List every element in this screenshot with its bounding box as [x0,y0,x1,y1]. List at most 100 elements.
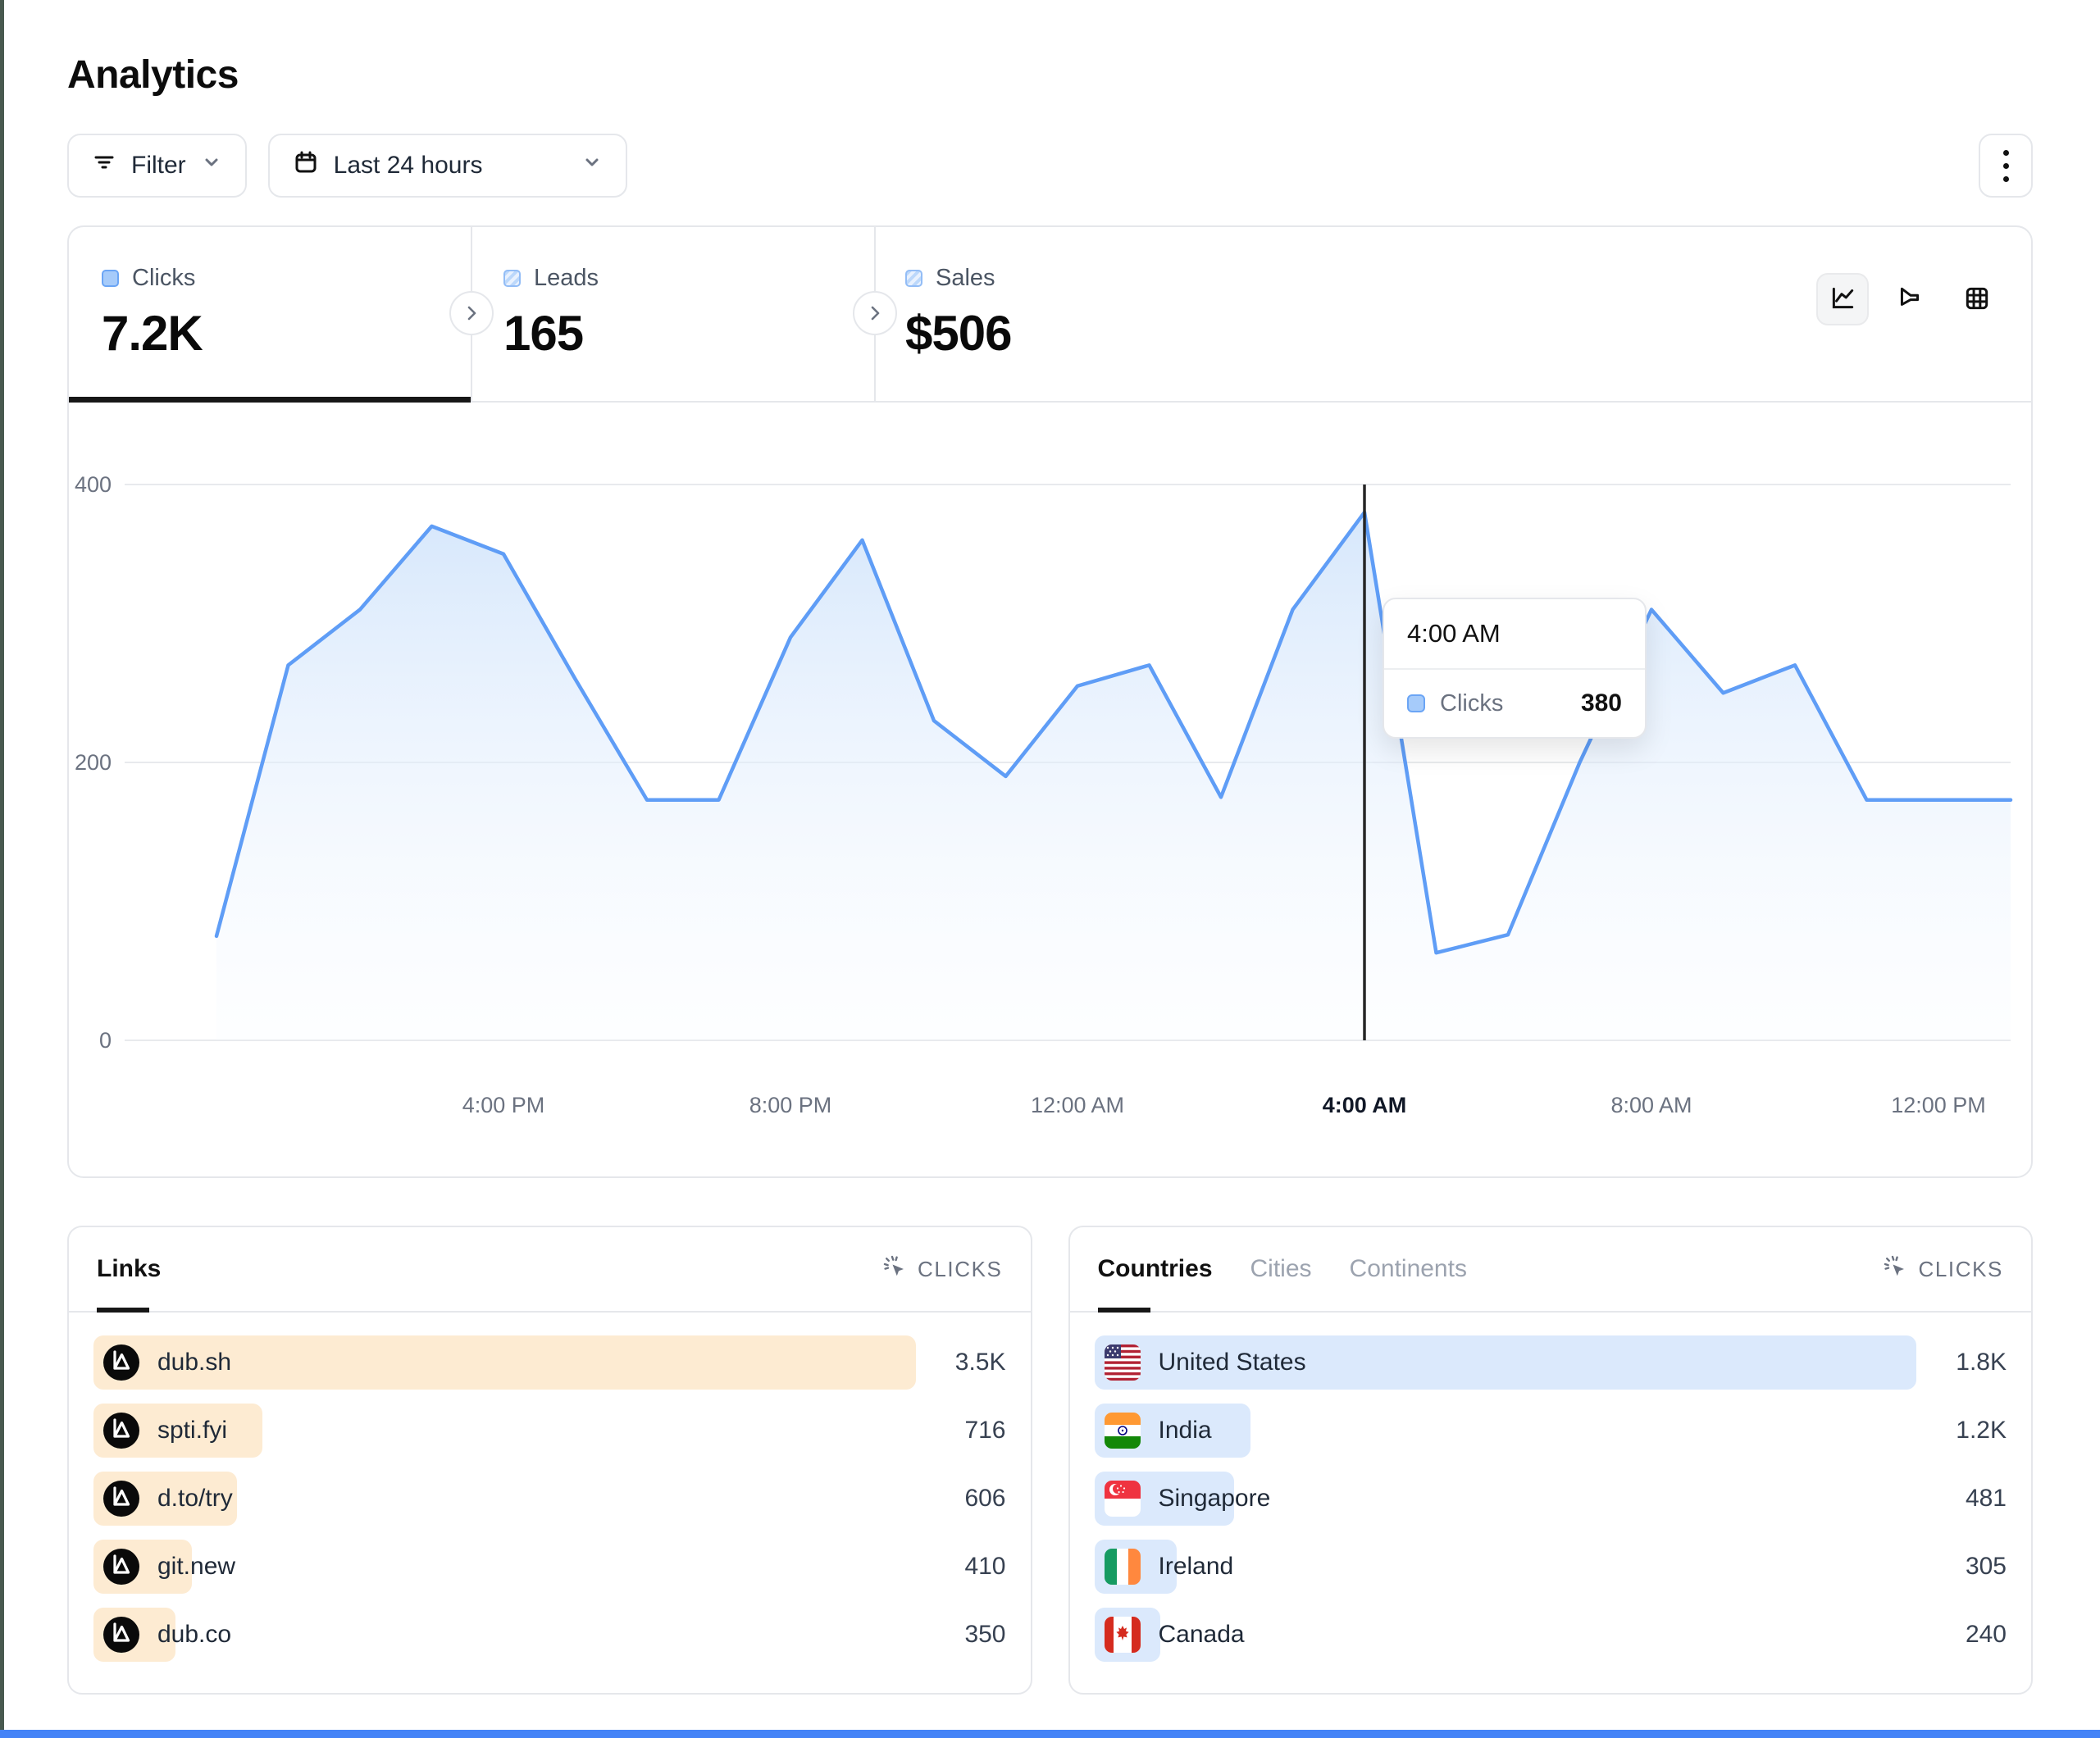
row-label: Singapore [1104,1472,1271,1526]
list-item[interactable]: dub.co 350 [93,1608,1006,1662]
leads-legend-swatch [503,270,521,287]
view-toggles [1816,273,2003,325]
row-label: Ireland [1104,1540,1234,1594]
clicks-chart[interactable]: 0 200 400 4:00 PM 8:00 PM 12:00 AM 4:00 AM 8:00… [69,403,2031,1176]
row-value: 606 [964,1485,1006,1512]
list-item[interactable]: dub.sh 3.5K [93,1335,1006,1390]
funnel-view-button[interactable] [1884,273,1936,325]
toolbar: Filter Last 24 hours [67,134,2033,198]
bar-track: dub.sh [93,1335,916,1390]
stat-label: Leads [534,265,599,291]
list-item[interactable]: git.new 410 [93,1540,1006,1594]
links-metric-selector[interactable]: CLICKS [881,1253,1003,1285]
date-range-button[interactable]: Last 24 hours [267,134,627,198]
stat-value: 7.2K [102,306,203,361]
cursor-click-icon [1882,1253,1908,1285]
row-label: dub.co [103,1608,231,1662]
y-tick-label: 400 [75,472,112,497]
chevron-down-icon [581,152,603,180]
row-label-text: d.to/try [157,1485,233,1512]
x-tick-label: 12:00 AM [1031,1093,1124,1117]
row-label-text: Singapore [1158,1485,1271,1512]
ie-flag-icon [1104,1549,1141,1585]
tab-leads[interactable]: Leads 165 [471,227,872,401]
list-item[interactable]: d.to/try 606 [93,1472,1006,1526]
page-left-accent [0,0,4,1738]
list-item[interactable]: Singapore 481 [1094,1472,2007,1526]
row-label-text: India [1158,1417,1212,1444]
row-value: 240 [1965,1621,2007,1648]
row-value: 481 [1965,1485,2007,1512]
countries-metric-selector[interactable]: CLICKS [1882,1253,2003,1285]
tab-cities[interactable]: Cities [1250,1227,1312,1311]
funnel-icon [1896,284,1924,315]
bar-track: dub.co [93,1608,916,1662]
bar-track: spti.fyi [93,1404,916,1458]
expand-leads-button[interactable] [449,291,494,335]
dub-logo-icon [103,1549,139,1585]
stat-label: Clicks [132,265,196,291]
row-label: dub.sh [103,1335,231,1390]
x-tick-label: 8:00 AM [1610,1093,1692,1117]
dub-logo-icon [103,1413,139,1449]
value-bar [1094,1335,1916,1390]
row-label: United States [1104,1335,1306,1390]
row-label: d.to/try [103,1472,233,1526]
ca-flag-icon [1104,1617,1141,1653]
list-item[interactable]: United States 1.8K [1094,1335,2007,1390]
tab-continents-label: Continents [1349,1255,1467,1282]
bar-track: United States [1094,1335,1916,1390]
tab-cities-label: Cities [1250,1255,1312,1282]
bar-track: Canada [1094,1608,1917,1662]
row-value: 3.5K [954,1349,1006,1376]
list-item[interactable]: Ireland 305 [1094,1540,2007,1594]
expand-sales-button[interactable] [853,291,897,335]
row-label-text: spti.fyi [157,1417,228,1444]
row-label-text: United States [1158,1349,1306,1376]
table-view-button[interactable] [1951,273,2003,325]
list-item[interactable]: Canada 240 [1094,1608,2007,1662]
row-label-text: dub.sh [157,1349,232,1376]
bar-track: Ireland [1094,1540,1917,1594]
bar-track: India [1094,1404,1917,1458]
sales-legend-swatch [905,270,922,287]
tab-countries[interactable]: Countries [1097,1227,1213,1313]
list-item[interactable]: India 1.2K [1094,1404,2007,1458]
more-options-button[interactable] [1979,134,2033,198]
tab-links-label: Links [97,1255,162,1282]
tab-sales[interactable]: Sales $506 [872,227,1274,401]
tab-clicks[interactable]: Clicks 7.2K [69,227,471,403]
bar-track: Singapore [1094,1472,1917,1526]
tab-links[interactable]: Links [97,1227,162,1313]
row-value: 350 [964,1621,1006,1648]
row-value: 305 [1965,1553,2007,1580]
tooltip-series-label: Clicks [1440,689,1504,717]
row-value: 1.2K [1956,1417,2007,1444]
line-chart-view-button[interactable] [1816,273,1869,325]
dub-logo-icon [103,1481,139,1517]
bar-track: d.to/try [93,1472,916,1526]
row-value: 716 [964,1417,1006,1444]
page-bottom-accent [0,1730,2100,1738]
dub-logo-icon [103,1344,139,1381]
row-label: git.new [103,1540,235,1594]
tab-continents[interactable]: Continents [1350,1227,1467,1311]
tooltip-series-swatch [1407,694,1425,712]
in-flag-icon [1104,1413,1141,1449]
row-label-text: Ireland [1158,1553,1234,1580]
filter-button[interactable]: Filter [67,134,247,198]
tooltip-series-value: 380 [1580,689,1622,717]
filter-button-label: Filter [131,152,186,179]
chevron-down-icon [201,152,222,180]
filter-icon [92,150,116,181]
row-label: spti.fyi [103,1404,227,1458]
analytics-page: Analytics Filter Last 24 hours [67,0,2033,1695]
calendar-icon [293,149,319,182]
date-range-label: Last 24 hours [333,152,483,179]
row-value: 410 [964,1553,1006,1580]
list-item[interactable]: spti.fyi 716 [93,1404,1006,1458]
y-tick-label: 200 [75,750,112,775]
analytics-card: Clicks 7.2K Leads 165 Sales $506 [67,225,2033,1178]
stat-value: 165 [503,306,584,361]
row-value: 1.8K [1956,1349,2007,1376]
